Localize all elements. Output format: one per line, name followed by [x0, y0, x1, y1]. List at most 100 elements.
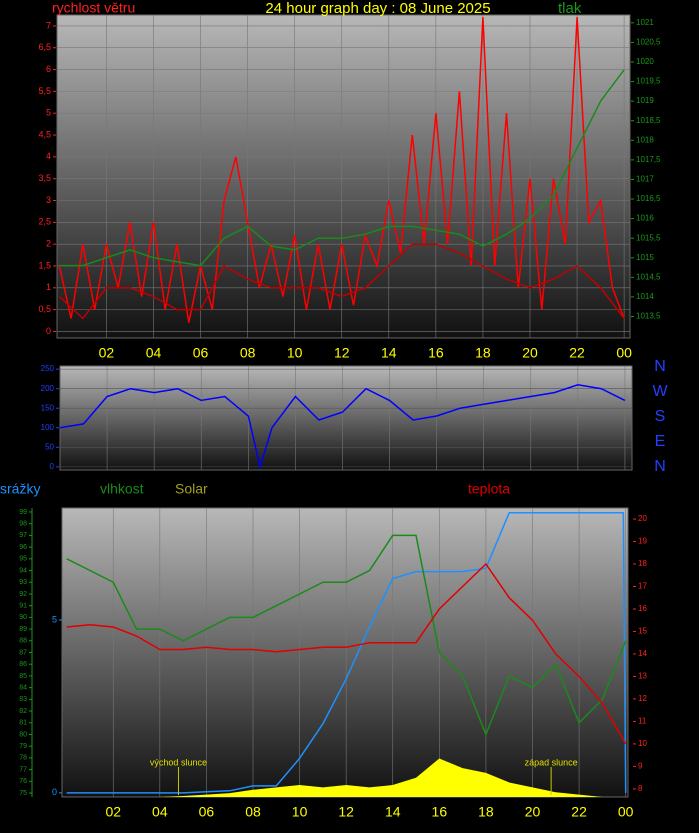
x-tick-label: 06 [199, 804, 215, 820]
y2-axis-label: tlak [558, 0, 582, 17]
legend-entry: Solar [175, 481, 208, 497]
y-tick-label: 99 [19, 509, 27, 516]
y-tick-label: 0 [50, 462, 55, 471]
y-tick-label: 0,5 [38, 304, 51, 314]
solar-area [66, 758, 626, 797]
y-tick-label: 11 [638, 717, 647, 726]
x-tick-label: 06 [193, 345, 209, 361]
y-tick-label: 10 [638, 739, 647, 748]
y-tick-label: 1013,5 [636, 312, 661, 321]
x-tick-label: 20 [522, 345, 538, 361]
y-tick-label: 89 [19, 626, 27, 633]
y-tick-label: 1016,5 [636, 194, 661, 203]
y-tick-label: 75 [19, 790, 27, 797]
y-tick-label: 50 [45, 442, 54, 451]
y-tick-label: 0 [52, 787, 57, 797]
x-tick-label: 08 [240, 345, 256, 361]
x-tick-label: 22 [571, 804, 587, 820]
y-tick-label: 1021 [636, 18, 654, 27]
direction-label: N [654, 458, 666, 475]
series-line [59, 384, 626, 470]
x-tick-label: 08 [245, 804, 261, 820]
y-tick-label: 1014,5 [636, 272, 661, 281]
y-tick-label: 82 [19, 708, 27, 715]
y-tick-label: 1 [46, 282, 51, 292]
y-tick-label: 90 [19, 614, 27, 621]
y-tick-label: 94 [19, 567, 27, 574]
y-tick-label: 20 [638, 514, 647, 523]
y-tick-label: 79 [19, 743, 27, 750]
y-tick-label: 3 [46, 195, 51, 205]
y-tick-label: 18 [638, 559, 647, 568]
y-tick-label: 12 [638, 694, 647, 703]
x-tick-label: 18 [478, 804, 494, 820]
y-tick-label: 92 [19, 591, 27, 598]
y-tick-label: 6,5 [38, 42, 51, 52]
y-tick-label: 16 [638, 604, 647, 613]
y-tick-label: 6 [46, 64, 51, 74]
annotation: západ slunce [525, 757, 578, 767]
y-tick-label: 100 [41, 423, 55, 432]
y-tick-label: 0 [46, 326, 51, 336]
y-tick-label: 97 [19, 532, 27, 539]
legend-entry: srážky [0, 481, 40, 497]
y-tick-label: 85 [19, 673, 27, 680]
y-tick-label: 1017,5 [636, 155, 661, 164]
x-tick-label: 10 [292, 804, 308, 820]
y-tick-label: 19 [638, 537, 647, 546]
y-tick-label: 91 [19, 603, 27, 610]
y-tick-label: 81 [19, 720, 27, 727]
series-line [66, 562, 627, 745]
y-tick-label: 14 [638, 649, 647, 658]
plot-area [56, 14, 631, 339]
y-tick-label: 76 [19, 778, 27, 785]
x-tick-label: 18 [475, 345, 491, 361]
y-tick-label: 200 [41, 384, 55, 393]
direction-label: E [655, 433, 666, 450]
x-tick-label: 14 [385, 804, 401, 820]
chart-title: 24 hour graph day : 08 June 2025 [265, 0, 490, 17]
y-tick-label: 150 [41, 403, 55, 412]
x-tick-label: 04 [152, 804, 168, 820]
x-tick-label: 16 [432, 804, 448, 820]
y-tick-label: 1017 [636, 175, 654, 184]
y-tick-label: 1018,5 [636, 116, 661, 125]
y-tick-label: 9 [638, 762, 643, 771]
x-tick-label: 12 [338, 804, 354, 820]
y-tick-label: 98 [19, 521, 27, 528]
y-tick-label: 84 [19, 684, 27, 691]
y-tick-label: 96 [19, 544, 27, 551]
direction-label: S [655, 408, 666, 425]
x-tick-label: 00 [618, 804, 634, 820]
series-line [59, 69, 625, 267]
y-tick-label: 78 [19, 755, 27, 762]
y-tick-label: 83 [19, 696, 27, 703]
y-tick-label: 1014 [636, 292, 654, 301]
legend-entry: teplota [468, 481, 510, 497]
y-tick-label: 87 [19, 649, 27, 656]
y-tick-label: 15 [638, 627, 647, 636]
x-tick-label: 02 [105, 804, 121, 820]
y-tick-label: 5 [52, 614, 57, 624]
y-tick-label: 8 [638, 784, 643, 793]
y-tick-label: 1020 [636, 57, 654, 66]
x-tick-label: 10 [287, 345, 303, 361]
y-tick-label: 4,5 [38, 129, 51, 139]
y-tick-label: 1019,5 [636, 77, 661, 86]
series-line [66, 534, 627, 737]
series-line [66, 512, 627, 794]
direction-label: W [652, 383, 668, 400]
annotation: východ slunce [150, 757, 207, 767]
legend-entry: vlhkost [100, 481, 144, 497]
x-tick-label: 00 [616, 345, 632, 361]
y-tick-label: 1020,5 [636, 38, 661, 47]
plot-area [59, 365, 633, 471]
y-axis-label: rychlost větru [52, 0, 135, 16]
y-tick-label: 2 [46, 239, 51, 249]
x-tick-label: 12 [334, 345, 350, 361]
direction-label: N [654, 358, 666, 375]
x-tick-label: 16 [428, 345, 444, 361]
y-tick-label: 80 [19, 731, 27, 738]
y-tick-label: 1016 [636, 214, 654, 223]
y-tick-label: 77 [19, 766, 27, 773]
